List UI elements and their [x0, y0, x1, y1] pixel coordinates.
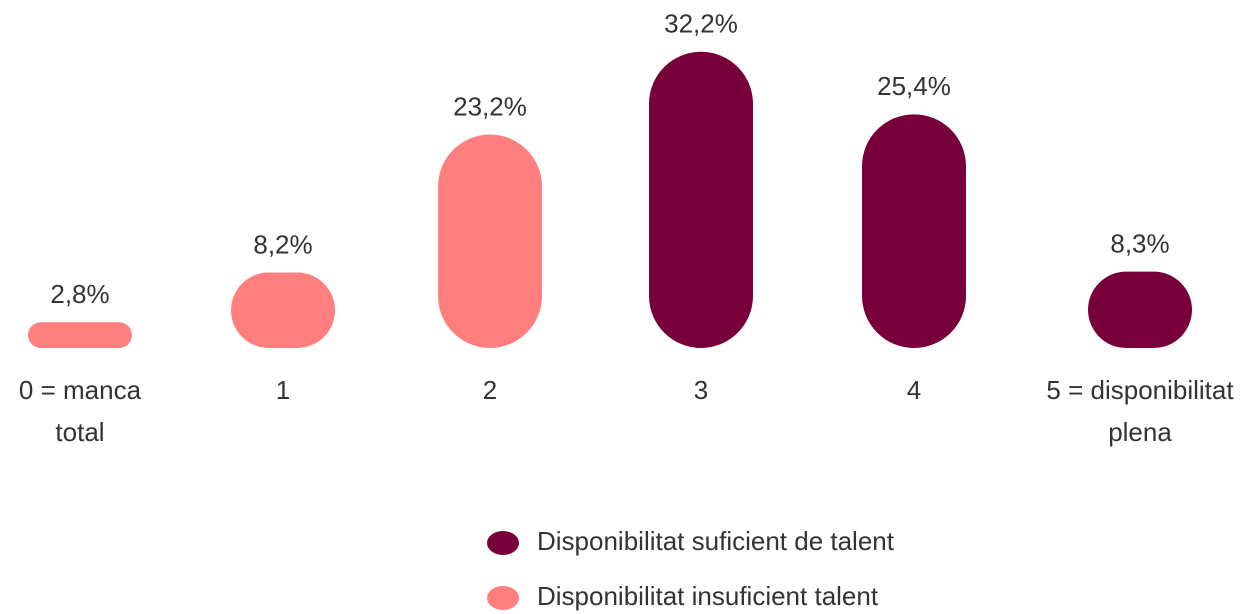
legend-swatch — [487, 586, 519, 610]
legend-swatch — [487, 531, 519, 555]
bar — [1088, 271, 1192, 348]
data-label: 8,3% — [1110, 229, 1169, 259]
data-label: 2,8% — [50, 279, 109, 309]
bar — [862, 114, 966, 348]
x-tick-label: 0 = manca total — [18, 375, 142, 447]
x-tick-label: 5 = disponibilitat plena — [1046, 375, 1234, 447]
x-tick-label: 2 — [482, 375, 498, 405]
data-label: 25,4% — [877, 71, 951, 101]
x-tick-label: 3 — [693, 375, 709, 405]
data-label: 32,2% — [664, 9, 738, 39]
data-label: 8,2% — [253, 229, 312, 259]
bar — [438, 134, 542, 348]
bar — [649, 51, 753, 348]
legend-label: Disponibilitat suficient de talent — [537, 526, 895, 556]
legend-label: Disponibilitat insuficient talent — [537, 581, 879, 611]
data-label: 23,2% — [453, 91, 527, 121]
bar — [231, 272, 335, 348]
x-tick-label: 1 — [275, 375, 291, 405]
x-tick-label: 4 — [906, 375, 922, 405]
bar — [28, 322, 132, 348]
